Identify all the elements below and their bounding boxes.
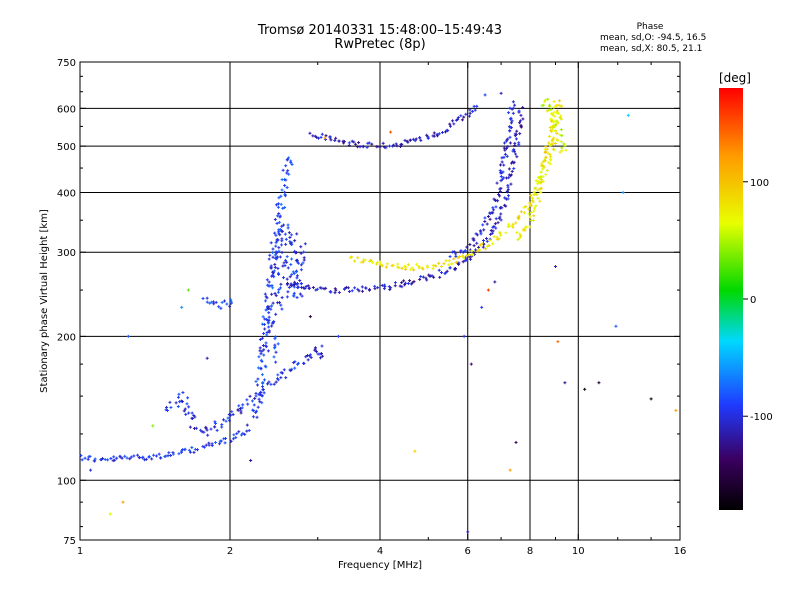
x-tick-label: 10	[572, 546, 585, 557]
colorbar	[719, 88, 743, 510]
phase-stats-heading: Phase	[636, 22, 664, 32]
phase-stats-o: mean, sd,O: -94.5, 16.5	[600, 33, 707, 43]
colorbar-tick-label: -100	[750, 412, 773, 423]
y-tick-label: 750	[57, 58, 76, 69]
y-tick-label: 200	[57, 332, 76, 343]
y-tick-label: 600	[57, 104, 76, 115]
colorbar-ticks: 100 0 -100	[743, 178, 773, 423]
x-tick-label: 16	[674, 546, 687, 557]
x-tick-label: 2	[227, 546, 233, 557]
x-tick-label: 4	[377, 546, 383, 557]
x-axis-title: Frequency [MHz]	[338, 560, 422, 571]
y-tick-label: 300	[57, 248, 76, 259]
colorbar-unit: [deg]	[719, 71, 751, 85]
chart-title-line1: Tromsø 20140331 15:48:00–15:49:43	[257, 23, 503, 38]
y-tick-label: 75	[63, 536, 76, 547]
chart-title-line2: RwPretec (8p)	[334, 37, 426, 52]
y-tick-label: 100	[57, 476, 76, 487]
axis-ticks: 1 2 4 6 8 10 16 75 100 200 300 400 500 600 750	[57, 58, 686, 557]
y-tick-label: 500	[57, 142, 76, 153]
x-tick-label: 1	[77, 546, 83, 557]
phase-stats: Phase mean, sd,O: -94.5, 16.5 mean, sd,X…	[600, 22, 707, 55]
x-tick-label: 6	[465, 546, 471, 557]
colorbar-tick-label: 0	[750, 295, 756, 306]
x-tick-label: 8	[527, 546, 533, 557]
phase-stats-x: mean, sd,X: 80.5, 21.1	[600, 44, 703, 54]
colorbar-tick-label: 100	[750, 178, 769, 189]
data-points	[79, 91, 678, 534]
y-tick-label: 400	[57, 188, 76, 199]
y-axis-title: Stationary phase Virtual Height [km]	[39, 209, 50, 393]
